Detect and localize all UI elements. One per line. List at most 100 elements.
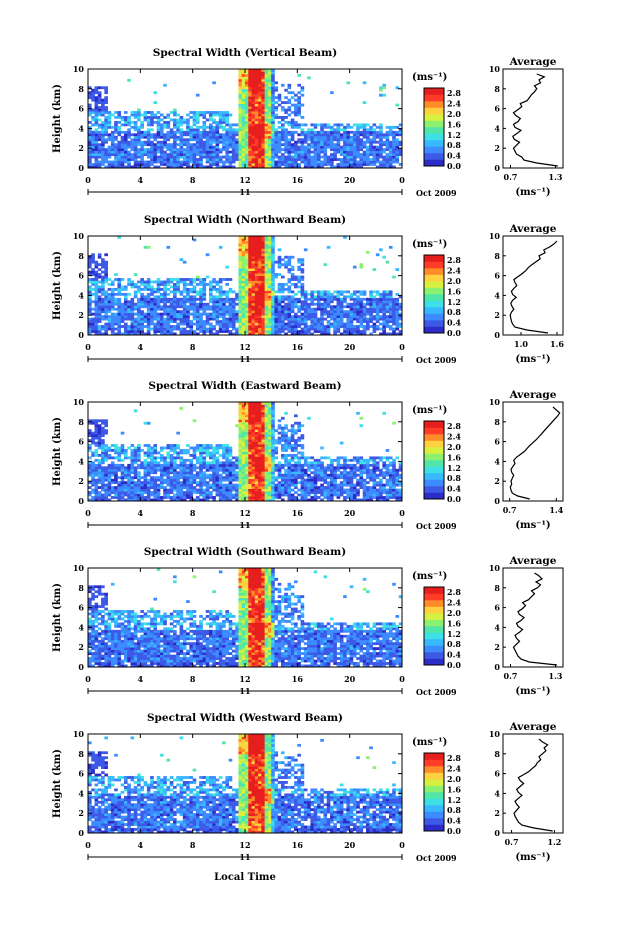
colorbar-segment [424,88,444,95]
panel-2: Spectral Width (Eastward Beam) 0 2 4 6 8 10 Hei… [52,380,564,531]
x-tick-label: 12 [239,674,250,684]
y-tick-label: 0 [78,496,84,506]
colorbar-segment [424,255,444,262]
panel-0: Spectral Width (Vertical Beam) 0 2 4 6 8 10 Hei… [52,47,564,198]
x-tick-label: 0 [85,508,91,518]
colorbar-segment [424,479,444,487]
x-tick-label: 16 [292,342,304,352]
colorbar-segment [424,159,444,167]
x-tick-label: 20 [344,508,356,518]
y-tick-label: 4 [78,456,84,466]
profile-y-tick-label: 6 [494,437,500,447]
colorbar-segment [424,652,444,659]
colorbar-segment [424,766,444,773]
colorbar-segment [424,307,444,314]
colorbar-segment [424,772,444,780]
colorbar-tick-label: 2.4 [447,598,461,608]
profile-x-tick-label: 1.3 [549,671,563,681]
colorbar-segment [424,619,444,627]
profile-y-tick-label: 2 [494,310,500,320]
profile-frame [502,235,564,336]
colorbar-segment [424,101,444,108]
colorbar-tick-label: 2.0 [447,608,461,618]
y-tick-label: 0 [78,163,84,173]
colorbar-frame [423,420,445,500]
y-tick-label: 0 [78,330,84,340]
colorbar-segment [424,759,444,767]
colorbar-segment [424,434,444,441]
colorbar-segment [424,274,444,282]
heatmap [88,568,403,668]
colorbar-segment [424,753,444,760]
profile-y-tick-label: 2 [494,808,500,818]
colorbar-tick-label: 1.6 [447,784,461,794]
colorbar-segment [424,94,444,102]
colorbar-segment [424,453,444,461]
colorbar-tick-label: 1.6 [447,119,461,129]
profile-title: Average [509,721,557,733]
y-tick-label: 2 [78,642,84,652]
x-tick-label: 4 [138,175,144,185]
profile-y-tick-label: 2 [494,642,500,652]
date-month-label: Oct 2009 [416,853,457,863]
profile-x-tick-label: 1.4 [549,505,563,515]
y-tick-label: 8 [78,583,84,593]
colorbar-segment [424,294,444,301]
colorbar-tick-label: 2.0 [447,442,461,452]
x-tick-label: 4 [138,840,144,850]
y-tick-label: 4 [78,123,84,133]
colorbar-tick-label: 0.0 [447,161,461,171]
profile-y-tick-label: 4 [494,123,500,133]
colorbar-segment [424,658,444,666]
colorbar-tick-label: 0.4 [447,151,461,161]
date-month-label: Oct 2009 [416,521,457,531]
profile-y-tick-label: 4 [494,456,500,466]
y-tick-label: 2 [78,310,84,320]
x-tick-label: 12 [239,508,250,518]
colorbar-tick-label: 2.8 [447,587,461,597]
profile-y-tick-label: 0 [494,163,500,173]
y-axis-label: Height (km) [52,84,63,153]
colorbar-segment [424,313,444,321]
x-tick-label: 12 [239,342,250,352]
panel-title: Spectral Width (Vertical Beam) [153,47,337,59]
date-day-label: 11 [239,187,250,197]
colorbar-segment [424,460,444,467]
profile-y-tick-label: 2 [494,143,500,153]
profile-x-tick-label: 1.3 [549,172,563,182]
colorbar-segment [424,805,444,812]
colorbar-segment [424,587,444,594]
colorbar-tick-label: 0.0 [447,660,461,670]
colorbar-tick-label: 2.8 [447,753,461,763]
x-tick-label: 0 [85,342,91,352]
colorbar-segment [424,107,444,115]
colorbar-segment [424,779,444,786]
colorbar-segment [424,287,444,295]
colorbar-tick-label: 0.4 [447,650,461,660]
x-tick-label: 8 [190,674,196,684]
colorbar-segment [424,798,444,806]
colorbar-segment [424,824,444,832]
y-axis-label: Height (km) [52,749,63,818]
y-tick-label: 2 [78,143,84,153]
profile-y-tick-label: 10 [489,231,501,241]
profile-frame [502,733,564,834]
colorbar-segment [424,146,444,154]
colorbar-tick-label: 0.8 [447,140,461,150]
profile-title: Average [509,389,557,401]
colorbar-tick-label: 2.4 [447,266,461,276]
x-tick-label: 0 [85,840,91,850]
colorbar-segment [424,632,444,640]
profile-unit: (ms⁻¹) [515,852,550,863]
date-month-label: Oct 2009 [416,687,457,697]
colorbar-segment [424,114,444,121]
x-tick-label: 8 [190,840,196,850]
colorbar-segment [424,593,444,601]
y-tick-label: 6 [78,271,84,281]
colorbar-tick-label: 2.4 [447,764,461,774]
colorbar-segment [424,600,444,607]
colorbar-frame [423,87,445,167]
colorbar-unit: (ms⁻¹) [412,737,447,748]
colorbar-segment [424,281,444,288]
profile-x-tick-label: 1.6 [550,339,564,349]
